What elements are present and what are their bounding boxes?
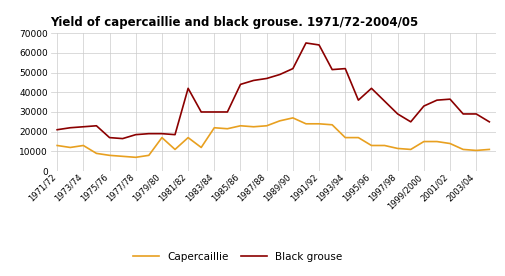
Legend: Capercaillie, Black grouse: Capercaillie, Black grouse <box>132 252 342 262</box>
Black grouse <box>80 125 86 128</box>
Capercaillie <box>328 123 334 126</box>
Black grouse <box>237 83 243 86</box>
Capercaillie <box>316 122 322 126</box>
Black grouse <box>250 79 256 82</box>
Black grouse <box>185 87 191 90</box>
Black grouse <box>224 110 230 114</box>
Black grouse <box>132 133 138 136</box>
Black grouse <box>289 67 295 70</box>
Line: Capercaillie: Capercaillie <box>57 118 488 157</box>
Capercaillie <box>145 154 152 157</box>
Capercaillie <box>67 146 73 149</box>
Capercaillie <box>289 116 295 120</box>
Black grouse <box>316 43 322 47</box>
Capercaillie <box>237 124 243 128</box>
Capercaillie <box>211 126 217 129</box>
Capercaillie <box>355 136 361 139</box>
Black grouse <box>302 41 309 45</box>
Capercaillie <box>263 124 269 128</box>
Capercaillie <box>381 144 387 147</box>
Capercaillie <box>276 119 282 123</box>
Capercaillie <box>80 144 86 147</box>
Black grouse <box>263 77 269 80</box>
Black grouse <box>211 110 217 114</box>
Black grouse <box>407 120 413 123</box>
Black grouse <box>459 112 465 116</box>
Black grouse <box>355 99 361 102</box>
Black grouse <box>485 120 491 123</box>
Capercaillie <box>446 142 452 145</box>
Capercaillie <box>433 140 439 143</box>
Black grouse <box>368 87 374 90</box>
Capercaillie <box>132 156 138 159</box>
Capercaillie <box>459 148 465 151</box>
Black grouse <box>328 68 334 71</box>
Black grouse <box>67 126 73 129</box>
Capercaillie <box>185 136 191 139</box>
Capercaillie <box>172 148 178 151</box>
Black grouse <box>106 136 112 139</box>
Black grouse <box>93 124 99 128</box>
Black grouse <box>119 137 125 140</box>
Capercaillie <box>407 148 413 151</box>
Capercaillie <box>420 140 426 143</box>
Black grouse <box>159 132 165 135</box>
Black grouse <box>381 99 387 103</box>
Black grouse <box>54 128 60 131</box>
Black grouse <box>433 99 439 102</box>
Black grouse <box>394 112 400 116</box>
Capercaillie <box>302 122 309 126</box>
Capercaillie <box>368 144 374 147</box>
Capercaillie <box>159 136 165 139</box>
Capercaillie <box>394 147 400 150</box>
Capercaillie <box>93 152 99 155</box>
Capercaillie <box>224 127 230 130</box>
Line: Black grouse: Black grouse <box>57 43 488 139</box>
Text: Yield of capercaillie and black grouse. 1971/72-2004/05: Yield of capercaillie and black grouse. … <box>50 16 418 29</box>
Capercaillie <box>341 136 347 139</box>
Capercaillie <box>472 149 478 152</box>
Capercaillie <box>485 148 491 151</box>
Capercaillie <box>54 144 60 147</box>
Capercaillie <box>198 146 204 149</box>
Black grouse <box>420 104 426 108</box>
Capercaillie <box>250 125 256 128</box>
Black grouse <box>446 97 452 101</box>
Black grouse <box>198 110 204 114</box>
Capercaillie <box>119 155 125 158</box>
Black grouse <box>341 67 347 70</box>
Black grouse <box>276 73 282 76</box>
Black grouse <box>472 112 478 116</box>
Black grouse <box>145 132 152 135</box>
Capercaillie <box>106 154 112 157</box>
Black grouse <box>172 133 178 136</box>
